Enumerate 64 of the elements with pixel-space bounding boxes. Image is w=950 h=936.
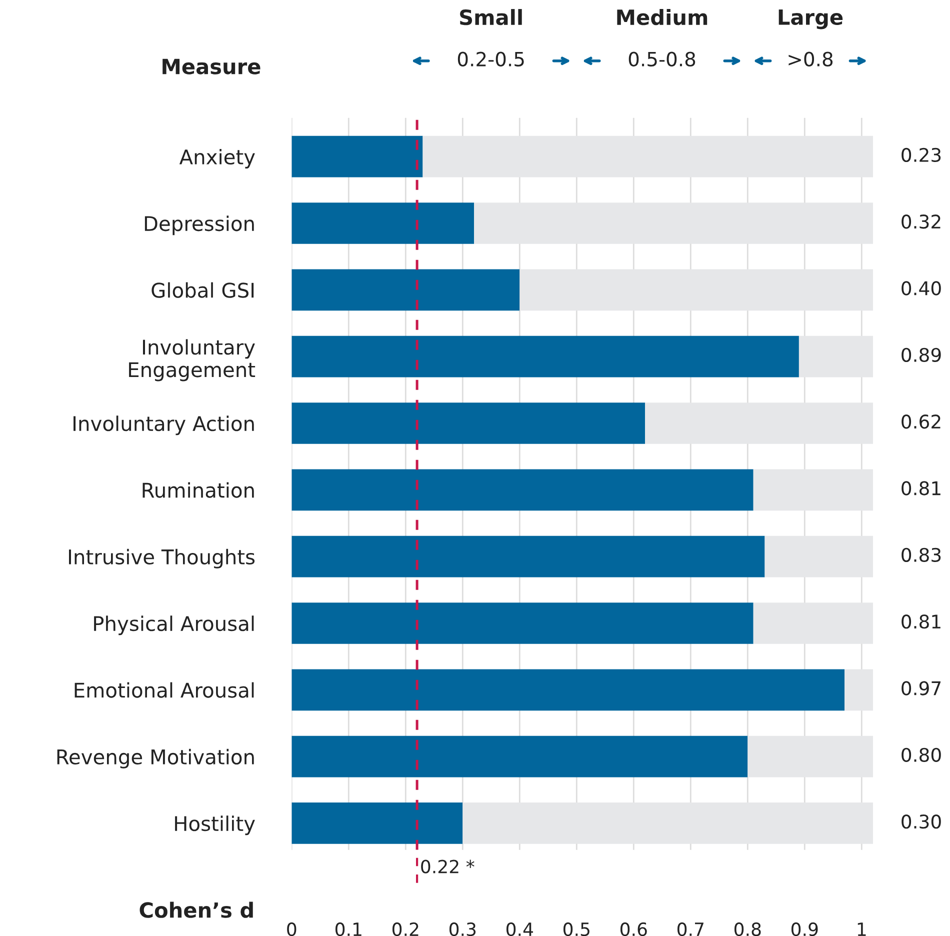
text: >0.8 (788, 52, 833, 66)
y-tick-label: Revenge Motivation (57, 748, 254, 768)
data-label: 0.89 (902, 348, 941, 362)
y-tick-label: Anxiety (179, 148, 255, 168)
x-tick-label: 0.3 (449, 922, 476, 936)
bar (292, 736, 748, 778)
bar (764, 536, 874, 578)
x-tick-label: 0.7 (677, 922, 704, 936)
text: Large (778, 10, 843, 30)
x-tick-label: 0.1 (335, 922, 362, 936)
bar (292, 402, 646, 444)
bar (292, 602, 754, 644)
text: 0.2-0.5 (458, 52, 524, 66)
x-tick-label: 0.6 (620, 922, 647, 936)
text: 0.5-0.8 (628, 52, 696, 66)
legend-label: 0.22 * (421, 860, 474, 874)
data-label: 0.62 (902, 414, 940, 429)
bar (798, 336, 874, 378)
x-tick-label: 0.2 (392, 922, 418, 936)
bar (645, 402, 874, 444)
bar (474, 202, 874, 244)
y-tick-label: Intrusive Thoughts (68, 548, 255, 568)
y-tick-label: Hostility (175, 816, 255, 836)
x-tick-label: 0.9 (791, 922, 818, 936)
x-tick-label: 0.8 (734, 922, 761, 936)
text: Medium (617, 9, 708, 26)
bar (292, 136, 423, 178)
bar (462, 802, 874, 844)
bar (292, 469, 754, 511)
y-tick-label: Physical Arousal (94, 616, 254, 636)
data-label: 0.40 (902, 281, 941, 296)
bar (292, 269, 520, 311)
y-tick-label: Involuntary Action (74, 416, 254, 436)
bar (844, 669, 874, 711)
data-label: 0.83 (902, 548, 941, 562)
y-axis-title: Measure (162, 58, 260, 74)
y-tick-label: Depression (144, 216, 254, 236)
data-label: 0.30 (902, 814, 941, 829)
y-tick-label: Emotional Arousal (74, 682, 254, 698)
x-tick-label: 0.4 (506, 922, 533, 936)
x-tick-label: 0 (287, 922, 296, 936)
data-label: 0.81 (902, 481, 940, 496)
bar (292, 202, 474, 244)
y-tick-label: Global GSI (152, 282, 254, 298)
x-axis-title: Cohen’s d (140, 902, 253, 918)
text: Small (460, 9, 522, 26)
bar (753, 602, 874, 644)
y-tick-label: Rumination (142, 482, 254, 498)
y-tick-label: Involuntary Engagement (129, 339, 256, 382)
bar (292, 536, 765, 578)
bar (753, 469, 874, 511)
data-label: 0.32 (902, 214, 940, 229)
data-label: 0.97 (902, 681, 941, 696)
bar (292, 336, 799, 378)
data-label: 0.80 (902, 748, 941, 762)
data-label: 0.23 (902, 148, 941, 162)
bar (520, 269, 874, 311)
bar (748, 736, 874, 778)
bar (292, 669, 845, 711)
bar (422, 136, 874, 178)
x-tick-label: 1 (858, 922, 866, 936)
data-label: 0.81 (902, 614, 940, 629)
bar (292, 802, 463, 844)
x-tick-label: 0.5 (563, 922, 590, 936)
